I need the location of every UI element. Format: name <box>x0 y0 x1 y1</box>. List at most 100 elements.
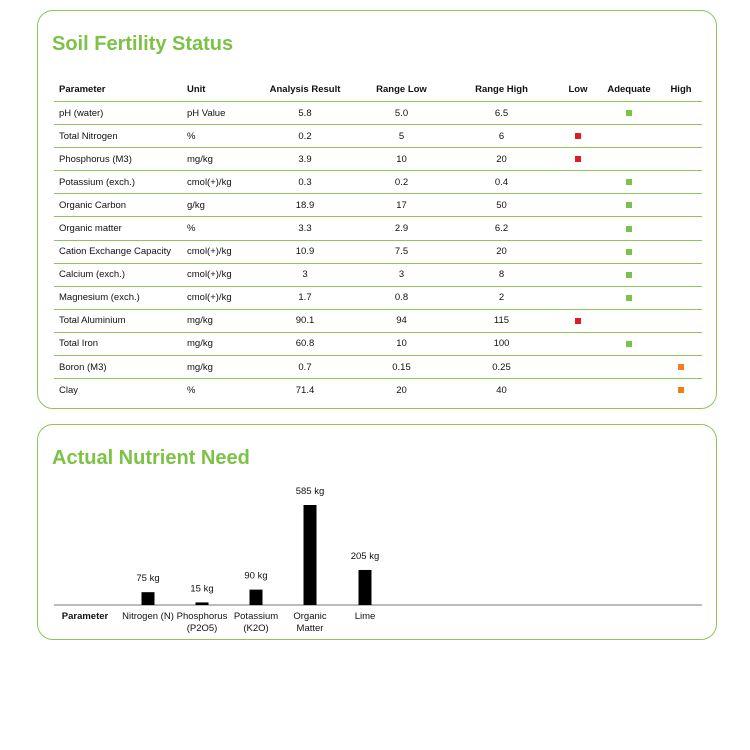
cell-status-low <box>558 170 598 195</box>
cell-result: 3.9 <box>252 147 358 172</box>
bar <box>303 505 317 605</box>
cell-status-low <box>558 240 598 264</box>
cell-status-low <box>558 216 598 241</box>
cell-range-low: 2.9 <box>358 216 445 241</box>
cell-range-high: 8 <box>445 263 558 287</box>
nutrient-need-panel: Actual Nutrient Need Parameter 75 kg Nitr… <box>37 424 717 640</box>
cell-range-high: 50 <box>445 193 558 218</box>
cell-status-low <box>558 286 598 310</box>
cell-status-high <box>660 240 702 264</box>
cell-status-high <box>660 124 702 149</box>
cell-range-low: 0.8 <box>358 286 445 310</box>
cell-status-low <box>558 101 598 126</box>
bar <box>249 589 263 605</box>
cell-status-low <box>558 263 598 287</box>
status-adequate-marker <box>626 179 632 186</box>
status-high-marker <box>678 364 684 371</box>
cell-range-high: 40 <box>496 384 507 396</box>
status-low-marker <box>575 156 581 163</box>
bar-value-label: 585 kg <box>296 486 325 497</box>
cell-unit: cmol(+)/kg <box>182 286 252 310</box>
table-row: Calcium (exch.) cmol(+)/kg 3 3 8 <box>54 263 702 287</box>
table-row: Total Nitrogen% 0.2 5 6 <box>54 124 702 149</box>
x-tick-label: (K2O) <box>243 623 268 634</box>
cell-result: 3.3 <box>252 216 358 241</box>
cell-status-high <box>660 286 702 310</box>
bar <box>195 602 209 605</box>
cell-status-adequate <box>598 193 660 218</box>
cell-range-low: 3 <box>358 263 445 287</box>
table-row: Boron (M3) mg/kg 0.7 0.15 0.25 <box>54 355 702 380</box>
soil-fertility-title: Soil Fertility Status <box>52 33 234 55</box>
x-tick-label: Phosphorus <box>177 611 228 622</box>
x-tick-label: Nitrogen (N) <box>122 611 174 622</box>
table-header-row: Parameter Unit Analysis Result Range Low… <box>54 77 702 102</box>
cell-range-high: 6.2 <box>445 216 558 241</box>
cell-range-low: 10 <box>358 147 445 172</box>
x-axis-title: Parameter <box>62 611 109 622</box>
col-header-result: Analysis Result <box>252 77 358 102</box>
table-row: pH (water) pH Value 5.8 5.0 6.5 <box>54 101 702 126</box>
cell-status-adequate <box>598 263 660 287</box>
table-row: Potassium (exch.) cmol(+)/kg 0.3 0.2 0.4 <box>54 170 702 195</box>
table-body: pH (water) pH Value 5.8 5.0 6.5 Total Nitroge… <box>54 101 702 402</box>
status-low-marker <box>575 133 581 140</box>
cell-status-low <box>558 379 598 402</box>
bar-value-label: 75 kg <box>136 573 159 584</box>
cell-range-high: 6 <box>445 124 558 149</box>
col-header-low: Low <box>558 77 598 102</box>
table-row: Total Aluminium mg/kg 90.1 94 115 <box>54 309 702 333</box>
col-header-range-high: Range High <box>445 77 558 102</box>
nutrient-need-title: Actual Nutrient Need <box>52 447 250 469</box>
status-adequate-marker <box>626 271 632 278</box>
cell-status-high <box>660 216 702 241</box>
col-header-high: High <box>660 77 702 102</box>
cell-range-high: 100 <box>445 332 558 357</box>
cell-status-adequate <box>598 216 660 241</box>
cell-unit: cmol(+)/kg <box>182 263 252 287</box>
table-row: Cation Exchange Capacity cmol(+)/kg 10.9 7.… <box>54 240 702 264</box>
cell-status-low <box>558 332 598 357</box>
cell-status-high <box>660 193 702 218</box>
cell-parameter: Phosphorus (M3) <box>54 147 182 172</box>
status-low-marker <box>575 317 581 324</box>
cell-unit: mg/kg <box>182 332 252 357</box>
table-row: Clay% 71.4 20 40 <box>54 379 702 402</box>
x-tick-label: Organic <box>293 611 327 622</box>
bar-value-label: 205 kg <box>351 551 380 562</box>
cell-status-adequate <box>598 124 660 149</box>
cell-parameter: Total Aluminium <box>54 309 182 333</box>
cell-status-high <box>660 379 702 402</box>
table-row: Organic matter% 3.3 2.9 6.2 <box>54 216 702 241</box>
cell-range-high: 0.4 <box>445 170 558 195</box>
cell-status-adequate <box>598 355 660 380</box>
cell-result: 71.4 <box>295 384 315 396</box>
cell-status-low <box>558 124 598 149</box>
bar-value-label: 90 kg <box>244 571 267 582</box>
cell-result: 90.1 <box>252 309 358 333</box>
cell-result: 3 <box>252 263 358 287</box>
cell-unit: g/kg <box>182 193 252 218</box>
cell-result: 5.8 <box>252 101 358 126</box>
cell-status-low <box>558 147 598 172</box>
cell-status-adequate <box>598 101 660 126</box>
status-adequate-marker <box>626 110 632 117</box>
status-adequate-marker <box>626 202 632 209</box>
cell-range-low: 10 <box>358 332 445 357</box>
cell-status-adequate <box>598 240 660 264</box>
cell-unit: mg/kg <box>182 355 252 380</box>
bar-group: 75 kg Nitrogen (N) 15 kg Phosphorus(P2O5) 90… <box>122 486 379 634</box>
soil-fertility-panel: Soil Fertility Status Parameter Unit Ana… <box>37 10 717 409</box>
status-adequate-marker <box>626 340 632 347</box>
table-row: Phosphorus (M3) mg/kg 3.9 10 20 <box>54 147 702 172</box>
table-row: Organic Carbon g/kg 18.9 17 50 <box>54 193 702 218</box>
cell-status-adequate <box>598 170 660 195</box>
x-tick-label: Matter <box>297 623 324 634</box>
cell-parameter: Total Nitrogen <box>54 124 182 149</box>
cell-unit: mg/kg <box>182 147 252 172</box>
cell-parameter: Cation Exchange Capacity <box>54 240 182 264</box>
bar <box>358 569 372 605</box>
col-header-adequate: Adequate <box>598 77 660 102</box>
cell-range-high: 0.25 <box>445 355 558 380</box>
cell-range-low: 20 <box>396 384 407 396</box>
